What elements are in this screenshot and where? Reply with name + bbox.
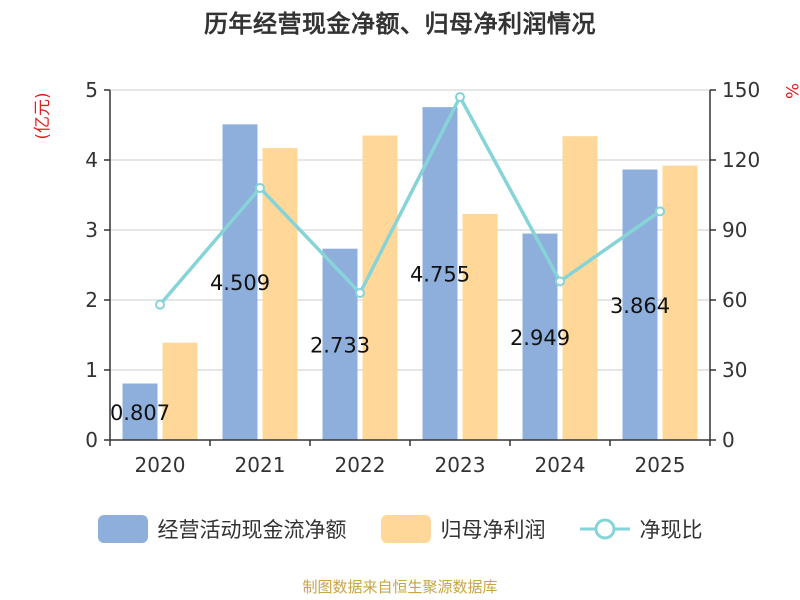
x-tick-label: 2024 [535, 453, 586, 477]
legend-item-ratio[interactable]: 净现比 [579, 514, 703, 544]
cashflow-data-label: 3.864 [610, 294, 670, 318]
ratio-point [155, 299, 165, 310]
left-tick-label: 4 [85, 148, 98, 172]
left-tick-label: 5 [85, 78, 98, 102]
legend-line-marker [579, 518, 630, 540]
cashflow-bar [122, 383, 158, 440]
legend-label-ratio: 净现比 [639, 518, 703, 542]
right-tick-label: 60 [722, 288, 747, 312]
cashflow-data-label: 4.509 [210, 271, 270, 295]
cashflow-data-label: 0.807 [110, 401, 170, 425]
cashflow-data-label: 4.755 [410, 263, 470, 287]
x-tick-label: 2025 [635, 453, 686, 477]
net-profit-bar [162, 342, 198, 440]
cashflow-bar [322, 248, 358, 440]
legend: 经营活动现金流净额 归母净利润 净现比 [0, 514, 800, 544]
cashflow-bar [222, 124, 258, 441]
x-tick-label: 2021 [235, 453, 286, 477]
right-tick-label: 150 [722, 78, 760, 102]
axes: 0 1 2 3 4 5 0 30 60 90 120 150 2020 2021 2022 2023 2024 2… [85, 78, 760, 477]
right-tick-label: 120 [722, 148, 760, 172]
right-tick-label: 0 [722, 428, 735, 452]
data-labels: 0.807 4.509 2.733 4.755 2.949 3.864 [110, 263, 670, 425]
net-profit-bar [562, 136, 598, 440]
net-profit-bar [362, 135, 398, 440]
net-profit-bar [662, 165, 698, 440]
ratio-point [255, 183, 265, 193]
ratio-point [355, 288, 365, 298]
right-tick-label: 90 [722, 218, 747, 242]
left-tick-label: 2 [85, 288, 98, 312]
legend-label-cashflow: 经营活动现金流净额 [157, 518, 347, 542]
bar-series [122, 107, 698, 441]
x-tick-label: 2023 [435, 453, 486, 477]
line-series [155, 92, 665, 310]
x-tick-label: 2020 [135, 453, 186, 477]
left-tick-label: 3 [85, 218, 98, 242]
net-profit-bar [462, 213, 498, 440]
legend-item-cashflow[interactable]: 经营活动现金流净额 [97, 514, 347, 544]
left-tick-label: 0 [85, 428, 98, 452]
ratio-line [158, 95, 662, 306]
cashflow-data-label: 2.733 [310, 333, 370, 357]
grid-lines [110, 89, 710, 371]
left-axis-label: (亿元) [33, 92, 53, 139]
chart-title: 历年经营现金净额、归母净利润情况 [204, 10, 596, 38]
cashflow-data-label: 2.949 [510, 326, 570, 350]
cashflow-bar [622, 169, 658, 440]
data-source-note: 制图数据来自恒生聚源数据库 [302, 578, 498, 596]
right-axis-label: % [781, 83, 800, 99]
right-tick-label: 30 [722, 358, 747, 382]
left-tick-label: 1 [85, 358, 98, 382]
legend-label-net-profit: 归母净利润 [440, 518, 546, 542]
legend-swatch-cashflow [97, 515, 148, 543]
x-tick-label: 2022 [335, 453, 386, 477]
legend-item-net-profit[interactable]: 归母净利润 [380, 514, 546, 544]
ratio-point [555, 276, 565, 287]
legend-swatch-net-profit [380, 515, 431, 543]
ratio-point [655, 206, 665, 217]
ratio-point [455, 92, 465, 102]
